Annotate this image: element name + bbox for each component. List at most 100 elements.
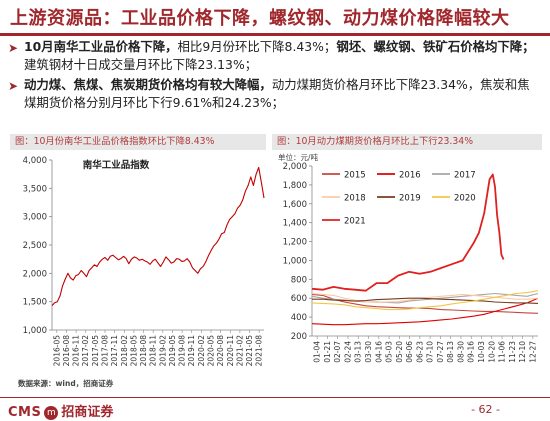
bullet-item: ➤ 10月南华工业品价格下降，相比9月份环比下降8.43%；钢坯、螺纹钢、铁矿石…: [8, 38, 542, 74]
x-tick-label: 07-27: [436, 341, 445, 363]
x-tick-label: 2016-08: [62, 335, 71, 367]
x-tick-label: 08-30: [456, 341, 465, 363]
series-line-2018: [311, 292, 539, 304]
x-tick-label: 2018-11: [149, 335, 158, 367]
logo-text: CMS: [8, 405, 42, 420]
bullet-bold-text: 动力煤、焦煤、焦炭期货价格均有较大降幅，: [24, 77, 272, 92]
chart2-caption: 图：10月动力煤期货价格月环比上下行23.34%: [272, 134, 542, 150]
chart1-title: 南华工业品指数: [83, 159, 150, 171]
chart1-plot: [51, 166, 265, 306]
y-tick-label: 2,000: [23, 269, 47, 279]
y-tick-label: 1,800: [283, 181, 307, 191]
x-tick-label: 2020-02: [197, 335, 206, 367]
y-tick-label: 200: [291, 332, 307, 342]
series-line-2020: [311, 290, 539, 311]
legend-label: 2020: [454, 194, 476, 204]
x-tick-label: 01-21: [323, 341, 332, 363]
x-tick-label: 05-20: [395, 341, 404, 363]
series-line-2016: [311, 297, 539, 326]
page-number: - 62 -: [471, 403, 500, 416]
y-tick-label: 400: [291, 313, 307, 323]
x-tick-label: 2020-08: [216, 335, 225, 367]
x-tick-label: 2017-05: [91, 335, 100, 367]
chart2-unit-label: 单位：元/吨: [278, 152, 319, 162]
bullet-bold-text: 钢坯、螺纹钢、铁矿石价格均下降；: [336, 39, 535, 54]
x-tick-label: 12-10: [518, 341, 527, 363]
x-tick-label: 03-30: [364, 341, 373, 363]
x-tick-label: 08-13: [446, 341, 455, 363]
x-tick-label: 11-06: [498, 341, 507, 363]
x-tick-label: 2017-02: [81, 335, 90, 367]
chart1-caption: 图：10月份南华工业品价格指数环比下降8.43%: [10, 134, 266, 150]
x-tick-label: 06-23: [415, 341, 424, 363]
page-title: 上游资源品：工业品价格下降，螺纹钢、动力煤价格降幅较大: [10, 8, 510, 29]
legend-label: 2018: [344, 194, 366, 204]
y-tick-label: 1,500: [23, 298, 47, 308]
y-tick-label: 2,000: [283, 162, 307, 172]
bullet-list: ➤ 10月南华工业品价格下降，相比9月份环比下降8.43%；钢坯、螺纹钢、铁矿石…: [8, 38, 542, 114]
x-tick-label: 06-06: [405, 341, 414, 363]
chart2-plot: [311, 173, 539, 326]
arrow-icon: ➤: [8, 41, 19, 55]
firm-name: 招商证券: [61, 405, 114, 420]
y-tick-label: 1,200: [283, 238, 307, 248]
series-line-2015: [311, 293, 539, 314]
logo-seal-icon: m: [44, 405, 59, 420]
x-tick-label: 2017-11: [110, 335, 119, 367]
legend-label: 2016: [399, 171, 421, 181]
legend-label: 2015: [344, 171, 366, 181]
nanhua-index-chart: 1,000 1,500 2,000 2,500 3,000 3,500 4,000 2016-…: [23, 156, 265, 366]
x-tick-label: 2016-11: [72, 335, 81, 367]
footer-divider: [0, 397, 550, 398]
legend-label: 2021: [344, 217, 366, 227]
x-tick-label: 2018-08: [139, 335, 148, 367]
y-tick-label: 800: [291, 275, 307, 285]
x-tick-label: 2017-08: [101, 335, 110, 367]
x-tick-label: 2018-05: [129, 335, 138, 367]
x-tick-label: 10-20: [487, 341, 496, 363]
x-tick-label: 2019-02: [158, 335, 167, 367]
x-tick-label: 2018-02: [120, 335, 129, 367]
y-tick-label: 4,000: [23, 156, 47, 166]
x-tick-label: 02-24: [343, 341, 352, 363]
legend-label: 2019: [399, 194, 421, 204]
x-tick-label: 01-04: [313, 341, 322, 363]
x-tick-label: 12-27: [528, 341, 537, 363]
bullet-text: 相比9月份环比下降8.43%；: [177, 39, 337, 54]
data-source: 数据来源：wind，招商证券: [18, 379, 114, 388]
x-tick-label: 09-16: [467, 341, 476, 363]
x-tick-label: 10-03: [477, 341, 486, 363]
title-divider: [0, 33, 550, 36]
y-tick-label: 3,000: [23, 213, 47, 223]
y-tick-label: 1,400: [283, 219, 307, 229]
x-tick-label: 02-07: [333, 341, 342, 363]
x-tick-label: 2019-11: [187, 335, 196, 367]
chart1-axes: 1,000 1,500 2,000 2,500 3,000 3,500 4,000 2016-…: [23, 156, 264, 366]
chart2-legend: 2015 2016 2017 2018 2019 2020 2021: [322, 171, 476, 227]
bullet-text: 建筑钢材十日成交量月环比下降23.13%；: [24, 57, 258, 72]
x-tick-label: 2019-08: [178, 335, 187, 367]
series-line-index: [51, 166, 265, 306]
firm-logo: CMS m 招商证券: [8, 401, 113, 420]
coal-futures-chart: 200 400 600 800 1,000 1,200 1,400 1,600 1,800 2,0…: [278, 152, 539, 363]
x-tick-label: 2020-05: [207, 335, 216, 367]
y-tick-label: 2,500: [23, 241, 47, 251]
bullet-item: ➤ 动力煤、焦煤、焦炭期货价格均有较大降幅，动力煤期货价格月环比下降23.34%…: [8, 76, 542, 112]
x-tick-label: 05-03: [385, 341, 394, 363]
bullet-text: 动力煤期货价格月环比下降23.34%，焦炭和焦煤期货价格分别月环比下行9.61%…: [24, 77, 530, 110]
chart2-axes: 200 400 600 800 1,000 1,200 1,400 1,600 1,800 2,0…: [283, 162, 538, 363]
x-tick-label: 04-16: [374, 341, 383, 363]
y-tick-label: 1,600: [283, 200, 307, 210]
x-tick-label: 03-13: [354, 341, 363, 363]
bullet-bold-text: 10月南华工业品价格下降，: [24, 39, 178, 54]
x-tick-label: 11-23: [508, 341, 517, 363]
x-tick-label: 2021-08: [255, 335, 264, 367]
y-tick-label: 3,500: [23, 184, 47, 194]
series-line-2019: [312, 297, 539, 304]
series-line-2021: [311, 173, 505, 292]
x-tick-label: 2016-05: [52, 335, 61, 367]
x-tick-label: 07-10: [426, 341, 435, 363]
x-tick-label: 2021-05: [245, 335, 254, 367]
arrow-icon: ➤: [8, 79, 19, 93]
x-tick-label: 2020-11: [226, 335, 235, 367]
